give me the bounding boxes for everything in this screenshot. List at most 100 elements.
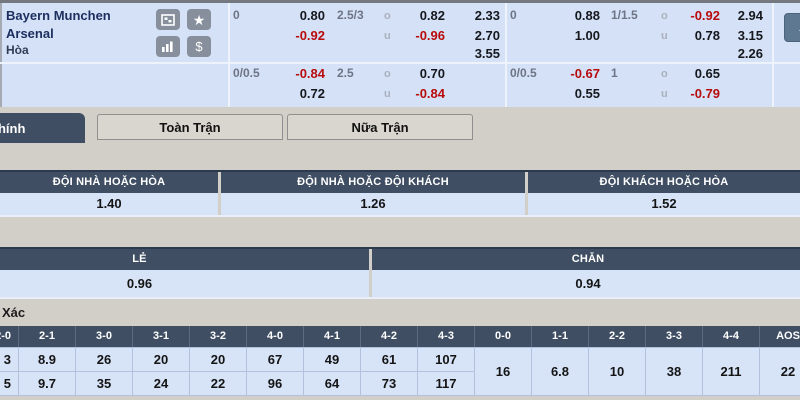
double-chance-header-1x: ĐỘI NHÀ HOẶC HÒA [0, 172, 218, 193]
full_time-under-marker-1: u [384, 88, 391, 100]
even-odds[interactable]: 0.94 [372, 270, 800, 297]
full_time-handicap-odds-bottom-1[interactable]: 0.72 [299, 86, 325, 101]
full_time-handicap-odds-bottom-0[interactable]: -0.92 [295, 28, 325, 43]
half_time-1x2-odds-2[interactable]: 2.26 [737, 46, 763, 61]
column-divider [505, 3, 507, 107]
score-odds-home-4-0[interactable]: 67 [247, 348, 303, 371]
match-odds-panel: Bayern Munchen Arsenal Hòa ★ $ 0 0.80 -0.9… [0, 3, 800, 107]
score-odds-home-4-2[interactable]: 61 [361, 348, 417, 371]
full_time-handicap-odds-top-1[interactable]: -0.84 [295, 66, 325, 81]
top-border-strip [0, 0, 800, 3]
score-odds-2-2[interactable]: 10 [589, 348, 645, 395]
double-chance-header-12: ĐỘI NHÀ HOẶC ĐỘI KHÁCH [221, 172, 525, 193]
score-header-4-2: 4-2 [361, 326, 417, 347]
tab-half-match[interactable]: Nữa Trận [287, 114, 473, 140]
score-odds-home-3-1[interactable]: 20 [133, 348, 189, 371]
column-divider [772, 3, 774, 107]
half_time-handicap-odds-bottom-1[interactable]: 0.55 [574, 86, 600, 101]
expand-arrow-button[interactable]: ▲ [784, 13, 800, 42]
half_time-1x2-odds-0[interactable]: 2.94 [737, 8, 763, 23]
score-odds-away-3-2[interactable]: 22 [190, 372, 246, 395]
score-header-4-1: 4-1 [304, 326, 360, 347]
statistics-icon[interactable] [156, 36, 180, 57]
half_time-handicap-odds-top-0[interactable]: 0.88 [574, 8, 600, 23]
double-chance-odds-1x[interactable]: 1.40 [0, 193, 218, 215]
score-odds-home-4-1[interactable]: 49 [304, 348, 360, 371]
full_time-handicap-odds-top-0[interactable]: 0.80 [299, 8, 325, 23]
score-odds-1-1[interactable]: 6.8 [532, 348, 588, 395]
score-header-1-1: 1-1 [532, 326, 588, 347]
even-header: CHẴN [372, 249, 800, 270]
half_time-handicap-odds-bottom-0[interactable]: 1.00 [574, 28, 600, 43]
score-odds-away-3-0[interactable]: 35 [76, 372, 132, 395]
score-odds-away-3-1[interactable]: 24 [133, 372, 189, 395]
section-bottom-line [0, 297, 800, 299]
score-odds-home-2-0[interactable]: 3 [0, 348, 18, 371]
tab-full-match[interactable]: Toàn Trận [97, 114, 283, 140]
full_time-1x2-odds-0[interactable]: 2.33 [474, 8, 500, 23]
odd-odds[interactable]: 0.96 [0, 270, 369, 297]
half_time-over-marker-0: o [661, 10, 668, 22]
score-odds-away-4-0[interactable]: 96 [247, 372, 303, 395]
live-icon[interactable] [156, 9, 180, 30]
half_time-over-odds-1[interactable]: 0.65 [694, 66, 720, 81]
tab-main[interactable]: Chính [0, 113, 85, 143]
odd-header: LẺ [0, 249, 369, 270]
half_time-handicap-odds-top-1[interactable]: -0.67 [570, 66, 600, 81]
column-divider [228, 3, 230, 107]
full_time-under-odds-1[interactable]: -0.84 [415, 86, 445, 101]
draw-label: Hòa [6, 43, 29, 57]
score-odds-away-2-0[interactable]: 5 [0, 372, 18, 395]
half_time-handicap-line-0: 0 [510, 8, 517, 22]
full_time-under-marker-0: u [384, 30, 391, 42]
half_time-total-line-0: 1/1.5 [611, 8, 638, 22]
score-header-4-0: 4-0 [247, 326, 303, 347]
score-odds-4-4[interactable]: 211 [703, 348, 759, 395]
score-odds-3-3[interactable]: 38 [646, 348, 702, 395]
full_time-1x2-odds-2[interactable]: 3.55 [474, 46, 500, 61]
row-divider [0, 62, 800, 64]
full_time-total-line-0: 2.5/3 [337, 8, 364, 22]
full_time-over-odds-1[interactable]: 0.70 [419, 66, 445, 81]
score-odds-AOS[interactable]: 22 [760, 348, 800, 395]
full_time-over-marker-0: o [384, 10, 391, 22]
full_time-handicap-line-1: 0/0.5 [233, 66, 260, 80]
score-odds-away-2-1[interactable]: 9.7 [19, 372, 75, 395]
section-bottom-line [0, 215, 800, 217]
score-odds-home-4-3[interactable]: 107 [418, 348, 474, 371]
score-odds-home-3-0[interactable]: 26 [76, 348, 132, 371]
half_time-under-odds-1[interactable]: -0.79 [690, 86, 720, 101]
score-odds-away-4-1[interactable]: 64 [304, 372, 360, 395]
half_time-under-marker-0: u [661, 30, 668, 42]
score-odds-0-0[interactable]: 16 [475, 348, 531, 395]
half_time-over-marker-1: o [661, 68, 668, 80]
score-odds-away-4-2[interactable]: 73 [361, 372, 417, 395]
money-icon[interactable]: $ [187, 36, 211, 57]
panel-left-border [0, 3, 2, 107]
double-chance-odds-12[interactable]: 1.26 [221, 193, 525, 215]
full_time-over-odds-0[interactable]: 0.82 [419, 8, 445, 23]
full_time-over-marker-1: o [384, 68, 391, 80]
score-header-3-0: 3-0 [76, 326, 132, 347]
half_time-total-line-1: 1 [611, 66, 618, 80]
double-chance-header-x2: ĐỘI KHÁCH HOẶC HÒA [528, 172, 800, 193]
away-team-name: Arsenal [6, 26, 54, 41]
half_time-under-odds-0[interactable]: 0.78 [694, 28, 720, 43]
score-odds-away-4-3[interactable]: 117 [418, 372, 474, 395]
score-header-3-1: 3-1 [133, 326, 189, 347]
half_time-1x2-odds-1[interactable]: 3.15 [737, 28, 763, 43]
score-header-0-0: 0-0 [475, 326, 531, 347]
score-header-AOS: AOS [760, 326, 800, 347]
full_time-1x2-odds-1[interactable]: 2.70 [474, 28, 500, 43]
section-top-line [0, 170, 800, 172]
half_time-under-marker-1: u [661, 88, 668, 100]
full_time-under-odds-0[interactable]: -0.96 [415, 28, 445, 43]
full_time-handicap-line-0: 0 [233, 8, 240, 22]
score-odds-home-2-1[interactable]: 8.9 [19, 348, 75, 371]
favorite-star-icon[interactable]: ★ [187, 9, 211, 30]
score-odds-home-3-2[interactable]: 20 [190, 348, 246, 371]
double-chance-odds-x2[interactable]: 1.52 [528, 193, 800, 215]
half_time-over-odds-0[interactable]: -0.92 [690, 8, 720, 23]
score-header-2-0: 2-0 [0, 326, 18, 347]
